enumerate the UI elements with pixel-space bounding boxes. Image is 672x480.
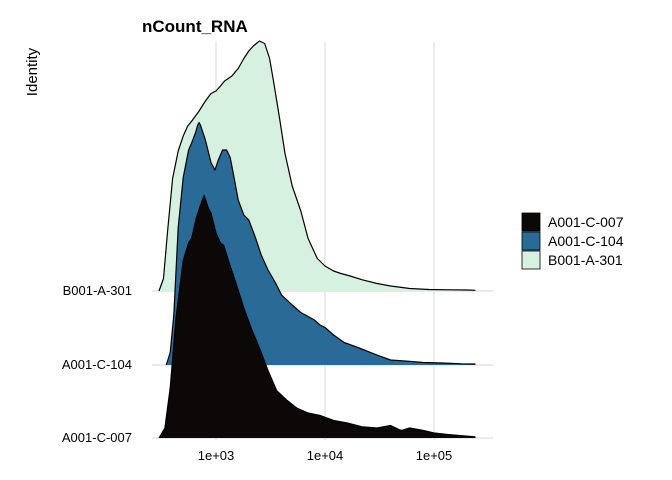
legend-label: A001-C-007 [548, 214, 624, 230]
chart-title: nCount_RNA [142, 17, 248, 36]
ridge-outline-a001-c-104 [165, 121, 476, 366]
ridge-outline-a001-c-007 [158, 194, 476, 439]
legend-key [521, 250, 541, 270]
y-tick-label: A001-C-104 [62, 357, 132, 372]
legend-label: B001-A-301 [548, 252, 623, 268]
x-tick-label: 1e+03 [198, 448, 235, 463]
legend: A001-C-007 A001-C-104 B001-A-301 [521, 212, 624, 270]
x-tick-label: 1e+04 [307, 448, 344, 463]
y-tick-label: A001-C-007 [62, 430, 132, 445]
legend-key [521, 231, 541, 251]
y-tick-labels: A001-C-007 A001-C-104 B001-A-301 [62, 283, 132, 445]
x-tick-labels: 1e+03 1e+04 1e+05 [198, 448, 453, 463]
y-tick-label: B001-A-301 [63, 283, 132, 298]
ridge-fill-a001-c-104 [166, 122, 476, 365]
ridge-fill-a001-c-007 [159, 195, 476, 438]
ridge-outline-b001-a-301 [158, 40, 476, 292]
legend-label: A001-C-104 [548, 233, 624, 249]
y-axis-title: Identity [24, 47, 41, 96]
legend-key [521, 212, 541, 232]
ridges [158, 40, 476, 439]
x-tick-label: 1e+05 [416, 448, 453, 463]
